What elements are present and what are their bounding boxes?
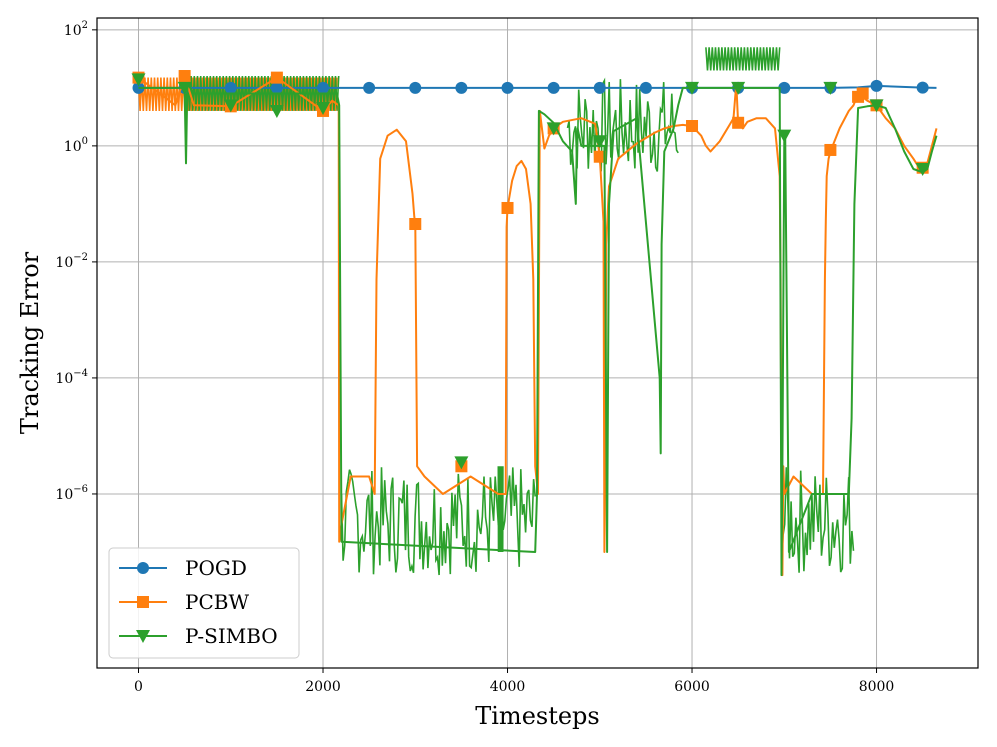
- marker-p-simbo: [592, 135, 607, 149]
- series-line-p-simbo: [138, 82, 938, 577]
- marker-pcbw: [824, 143, 837, 156]
- band-p-simbo: [183, 75, 340, 111]
- legend-label: P-SIMBO: [185, 624, 278, 648]
- marker-pcbw: [686, 120, 699, 133]
- marker-pcbw: [593, 150, 606, 163]
- legend-entry-p-simbo: P-SIMBO: [119, 624, 278, 648]
- marker-pogd: [547, 81, 560, 94]
- marker-pcbw: [409, 218, 422, 231]
- marker-pcbw: [501, 201, 514, 214]
- marker-p-simbo: [223, 99, 238, 113]
- marker-pogd: [317, 81, 330, 94]
- marker-pcbw: [856, 87, 869, 100]
- marker-pogd: [870, 79, 883, 92]
- legend-marker: [136, 630, 150, 643]
- legend: POGD PCBW P-SIMBO: [108, 547, 300, 659]
- marker-p-simbo: [131, 73, 146, 87]
- marker-p-simbo: [685, 81, 700, 95]
- marker-p-simbo: [546, 122, 561, 136]
- marker-pcbw: [178, 70, 191, 83]
- marker-pcbw: [270, 71, 283, 84]
- y-tick-label: 100: [64, 136, 88, 155]
- band-p-simbo: [566, 77, 679, 172]
- legend-label: PCBW: [185, 590, 249, 614]
- legend-marker: [137, 562, 149, 574]
- marker-pogd: [639, 81, 652, 94]
- marker-pcbw: [732, 116, 745, 129]
- legend-marker: [137, 596, 149, 608]
- marker-p-simbo: [454, 456, 469, 470]
- marker-pogd: [224, 81, 237, 94]
- marker-p-simbo: [823, 81, 838, 95]
- x-tick-label: 0: [134, 679, 143, 695]
- plot-area: [131, 47, 938, 577]
- axis-ticks: 0 2000 4000 6000 8000 10−6 10−4 10−2 100 102: [55, 20, 894, 695]
- legend-box: [108, 547, 300, 659]
- marker-pogd: [455, 81, 468, 94]
- legend-entry-pcbw: PCBW: [119, 590, 249, 614]
- x-tick-label: 6000: [674, 679, 710, 695]
- marker-p-simbo: [731, 81, 746, 95]
- marker-pogd: [593, 81, 606, 94]
- marker-p-simbo: [177, 81, 192, 95]
- series-line-pcbw: [137, 75, 938, 577]
- x-tick-label: 8000: [859, 679, 895, 695]
- y-tick-label: 10−2: [55, 252, 88, 271]
- legend-label: POGD: [185, 556, 247, 580]
- marker-p-simbo: [777, 129, 792, 143]
- band-p-simbo: [705, 47, 781, 71]
- marker-pogd: [778, 81, 791, 94]
- legend-items: POGD PCBW P-SIMBO: [119, 556, 278, 648]
- marker-pogd: [270, 81, 283, 94]
- y-tick-label: 10−6: [55, 484, 88, 503]
- band-p-simbo: [340, 467, 536, 576]
- marker-p-simbo: [915, 162, 930, 176]
- x-axis-label: Timesteps: [475, 702, 600, 730]
- series-line-pogd: [138, 84, 937, 89]
- marker-p-simbo: [269, 104, 284, 118]
- marker-pogd: [409, 81, 422, 94]
- legend-entry-pogd: POGD: [119, 556, 247, 580]
- y-tick-label: 102: [64, 20, 88, 39]
- x-tick-label: 2000: [305, 679, 341, 695]
- marker-pogd: [916, 81, 929, 94]
- marker-p-simbo: [869, 99, 884, 113]
- y-tick-label: 10−4: [55, 368, 88, 387]
- x-tick-label: 4000: [490, 679, 526, 695]
- marker-pogd: [363, 81, 376, 94]
- band-p-simbo: [780, 467, 855, 573]
- axes-frame: [96, 17, 979, 669]
- marker-p-simbo: [316, 101, 331, 115]
- marker-pogd: [501, 81, 514, 94]
- y-axis-label: Tracking Error: [16, 251, 44, 434]
